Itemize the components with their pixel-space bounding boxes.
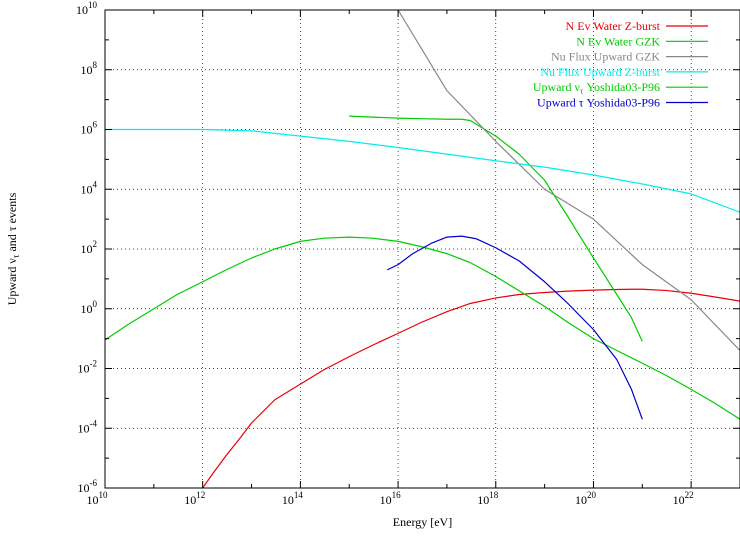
- ticks: 1010 1012 1014 1016 1018 1020 1022 10-6 10-4 10-2…: [76, 0, 740, 507]
- series-line-nu-flux-upward-gzk-2: [396, 10, 740, 351]
- x-tick-label: 1020: [575, 490, 597, 507]
- x-axis-label: Energy [eV]: [393, 515, 452, 529]
- legend-label-nu-flux-upward-gzk: Nu Flux Upward GZK: [551, 50, 660, 64]
- y-tick-label: 1010: [76, 0, 98, 17]
- legend-label-nu-flux-upward-z-burst: Nu Flux Upward Z-burst: [540, 65, 660, 79]
- y-axis-label-subscript: τ: [11, 254, 21, 258]
- y-tick-label: 10-2: [78, 359, 98, 376]
- x-tick-label: 1022: [673, 490, 694, 507]
- legend-label-n-ev-water-z-burst: N Ev Water Z-burst: [566, 19, 661, 33]
- series-line-n-ev-water-gzk-1: [349, 115, 643, 342]
- x-tick-label: 1014: [282, 490, 304, 507]
- y-tick-label: 102: [81, 239, 98, 256]
- series-line-upward-yoshida03-p96-4: [105, 236, 740, 420]
- y-tick-label: 106: [81, 120, 98, 137]
- y-tick-label: 108: [81, 60, 98, 77]
- x-tick-label: 1010: [87, 490, 109, 507]
- y-tick-label: 104: [81, 179, 98, 196]
- y-axis-label-part2: and τ events: [5, 192, 19, 254]
- series-line-n-ev-water-z-burst-0: [202, 288, 740, 488]
- x-tick-label: 1018: [477, 490, 499, 507]
- x-tick-label: 1012: [184, 490, 205, 507]
- series-line-nu-flux-upward-z-burst-3: [105, 128, 740, 213]
- y-axis-label: Upward ντ and τ events: [5, 192, 21, 305]
- y-tick-label: 10-6: [78, 478, 98, 495]
- series-line-upward-yoshida03-p96-5: [386, 235, 643, 420]
- legend-label-upward-nu-tau-yoshida03-p96: Upward ντ Yoshida03-P96: [533, 80, 660, 96]
- series-layer: [105, 10, 740, 488]
- y-axis-label-part1: Upward ν: [5, 258, 19, 306]
- y-tick-label: 10-4: [78, 418, 98, 435]
- x-tick-label: 1016: [380, 490, 402, 507]
- legend-label-n-ev-water-gzk: N Ev Water GZK: [576, 34, 660, 48]
- legend-label-upward-yoshida03-p96: Upward τ Yoshida03-P96: [537, 96, 660, 110]
- y-tick-label: 100: [81, 299, 98, 316]
